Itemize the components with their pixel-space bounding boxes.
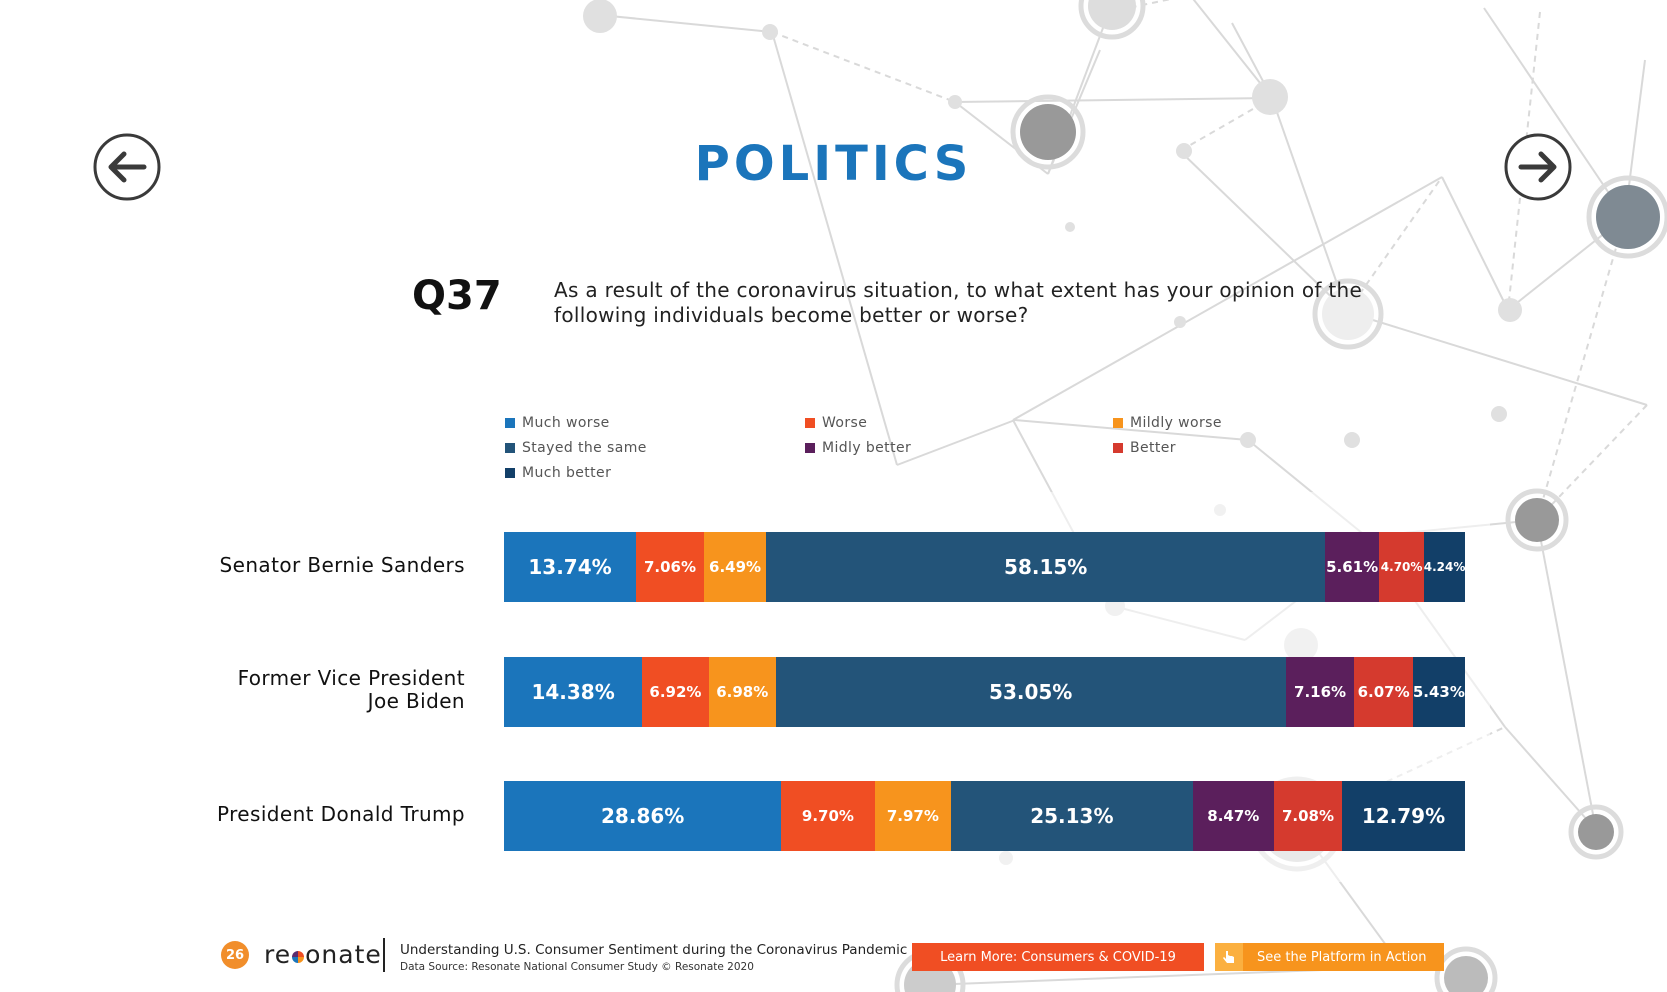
category-label: President Donald Trump: [165, 801, 465, 826]
data-label: 28.86%: [601, 804, 685, 828]
category-label: Former Vice President Joe Biden: [165, 667, 465, 713]
arrow-left-icon: [93, 133, 161, 201]
question-number: Q37: [412, 273, 502, 319]
bar-segment: 6.07%: [1354, 657, 1413, 727]
category-label-line: Former Vice President: [237, 666, 465, 690]
category-label: Senator Bernie Sanders: [165, 552, 465, 577]
legend-item: Worse: [805, 413, 867, 433]
data-label: 13.74%: [528, 555, 612, 579]
data-label: 12.79%: [1361, 804, 1446, 828]
bar-segment: 4.70%: [1379, 532, 1425, 602]
next-page-button[interactable]: [1503, 132, 1573, 202]
bar-segment: 7.97%: [874, 781, 952, 851]
logo-text-right: onate: [305, 940, 382, 969]
logo-text-left: re: [264, 940, 292, 969]
legend-item: Midly better: [805, 438, 911, 458]
footer-divider: [383, 938, 385, 972]
bar-segment: 6.49%: [703, 532, 767, 602]
legend-label: Stayed the same: [522, 440, 647, 456]
bar-segment: 8.47%: [1192, 781, 1274, 851]
data-source: Data Source: Resonate National Consumer …: [400, 961, 754, 973]
chart-legend: Much worse Worse Mildly worse Stayed the sa…: [505, 413, 1405, 493]
data-label: 7.06%: [643, 558, 696, 576]
data-label: 5.43%: [1412, 683, 1465, 701]
legend-item: Stayed the same: [505, 438, 647, 458]
legend-label: Worse: [822, 415, 868, 431]
bar-segment: 28.86%: [504, 781, 782, 851]
bar-segment: 4.24%: [1424, 532, 1465, 602]
bar-segment: 7.16%: [1285, 657, 1355, 727]
data-label: 7.97%: [886, 807, 939, 825]
legend-item: Much better: [505, 463, 611, 483]
bar-segment: 25.13%: [951, 781, 1193, 851]
question-text: As a result of the coronavirus situation…: [554, 278, 1363, 327]
pointer-hand-icon: [1215, 943, 1243, 971]
page-title: POLITICS: [694, 136, 973, 192]
bar-segment: 6.98%: [708, 657, 776, 727]
legend-swatch: [505, 468, 515, 478]
platform-button-label: See the Platform in Action: [1257, 949, 1427, 965]
legend-swatch: [505, 418, 515, 428]
bar-segment: 53.05%: [775, 657, 1286, 727]
data-label: 6.07%: [1357, 683, 1410, 701]
bar-segment: 12.79%: [1342, 781, 1465, 851]
category-label-line: Joe Biden: [367, 689, 465, 713]
bar-segment: 13.74%: [504, 532, 637, 602]
legend-item: Better: [1113, 438, 1176, 458]
data-label: 9.70%: [801, 807, 854, 825]
stacked-bar: 13.74% 7.06% 6.49% 58.15% 5.61% 4.70% 4.24%: [504, 532, 1465, 602]
legend-label: Mildly worse: [1130, 415, 1222, 431]
data-label: 6.92%: [649, 683, 702, 701]
data-label: 4.70%: [1380, 560, 1423, 574]
bar-segment: 6.92%: [642, 657, 709, 727]
data-label: 14.38%: [531, 680, 615, 704]
bar-segment: 7.08%: [1274, 781, 1343, 851]
resonate-logo: re onate: [264, 940, 382, 969]
platform-button[interactable]: See the Platform in Action: [1215, 943, 1444, 971]
data-label: 4.24%: [1424, 560, 1465, 574]
legend-swatch: [505, 443, 515, 453]
category-label-line: Senator Bernie Sanders: [219, 552, 465, 577]
data-label: 6.98%: [716, 683, 769, 701]
legend-swatch: [1113, 443, 1123, 453]
previous-page-button[interactable]: [92, 132, 162, 202]
data-label: 25.13%: [1030, 804, 1114, 828]
legend-label: Midly better: [822, 440, 912, 456]
legend-swatch: [1113, 418, 1123, 428]
bar-segment: 9.70%: [781, 781, 875, 851]
data-label: 7.16%: [1294, 683, 1347, 701]
legend-item: Much worse: [505, 413, 610, 433]
data-label: 5.61%: [1326, 558, 1379, 576]
data-label: 53.05%: [989, 680, 1073, 704]
data-label: 8.47%: [1207, 807, 1260, 825]
legend-label: Much better: [522, 465, 612, 481]
bar-segment: 5.43%: [1412, 657, 1465, 727]
bar-segment: 58.15%: [766, 532, 1326, 602]
legend-item: Mildly worse: [1113, 413, 1222, 433]
logo-dot-icon: [292, 950, 305, 963]
bar-segment: 14.38%: [504, 657, 643, 727]
legend-swatch: [805, 443, 815, 453]
bar-segment: 7.06%: [636, 532, 704, 602]
report-title: Understanding U.S. Consumer Sentiment du…: [400, 942, 908, 958]
legend-label: Better: [1130, 440, 1176, 456]
category-label-line: President Donald Trump: [217, 801, 465, 826]
legend-label: Much worse: [522, 415, 610, 431]
stacked-bar: 28.86% 9.70% 7.97% 25.13% 8.47% 7.08% 12.79%: [504, 781, 1465, 851]
data-label: 58.15%: [1004, 555, 1088, 579]
legend-swatch: [805, 418, 815, 428]
data-label: 6.49%: [709, 558, 762, 576]
page-number-badge: 26: [221, 941, 249, 969]
learn-more-button[interactable]: Learn More: Consumers & COVID-19: [912, 943, 1204, 971]
data-label: 7.08%: [1281, 807, 1335, 825]
arrow-right-icon: [1504, 133, 1572, 201]
stacked-bar: 14.38% 6.92% 6.98% 53.05% 7.16% 6.07% 5.43%: [504, 657, 1465, 727]
bar-segment: 5.61%: [1325, 532, 1380, 602]
